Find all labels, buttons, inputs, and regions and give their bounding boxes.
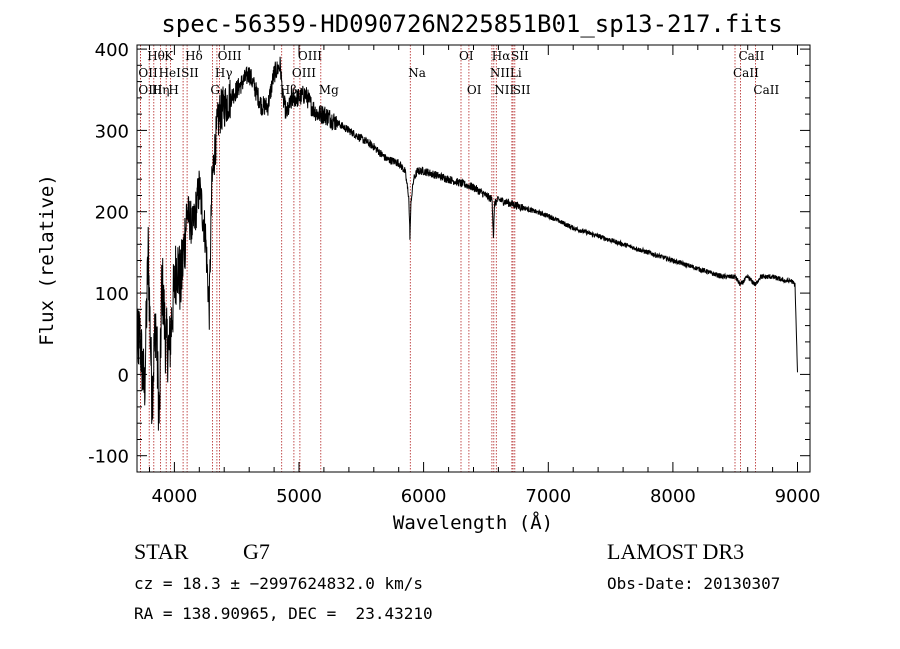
spectral-line-label: OIII <box>218 49 242 63</box>
x-axis-ticks: 4000 5000 6000 7000 8000 9000 <box>149 45 821 507</box>
spectral-line-label: K <box>164 49 174 63</box>
spectral-line-label: SII <box>181 66 199 80</box>
spectral-line-label: OIII <box>298 49 322 63</box>
spectral-line-label: CaII <box>739 49 765 63</box>
y-tick-label: 0 <box>118 365 129 386</box>
object-class: STAR <box>134 539 189 564</box>
x-tick-label: 7000 <box>525 486 571 507</box>
spectral-line-label: OI <box>467 83 482 97</box>
spectral-line-label: Na <box>408 66 426 80</box>
spectral-line-label: OII <box>138 66 158 80</box>
spectral-line-label: OIII <box>138 83 162 97</box>
spectral-line-label: G <box>210 83 220 97</box>
x-tick-label: 5000 <box>276 486 322 507</box>
y-axis-ticks: -100 0 100 200 300 400 <box>88 40 810 468</box>
y-tick-label: 400 <box>95 40 129 61</box>
spectral-line-label: CaII <box>733 66 759 80</box>
spectral-line-label: HeI <box>159 66 182 80</box>
plot-frame <box>136 44 811 473</box>
survey-name: LAMOST DR3 <box>607 539 745 564</box>
spectral-line-label: Hα <box>492 49 511 63</box>
spectral-line-label: H <box>168 83 178 97</box>
spectral-line-label: NII <box>490 66 510 80</box>
spectral-subclass: G7 <box>243 539 270 564</box>
spectral-line-label: OI <box>459 49 474 63</box>
spectral-line-label: OIII <box>292 66 316 80</box>
y-axis-label: Flux (relative) <box>36 174 58 346</box>
x-tick-label: 8000 <box>650 486 696 507</box>
y-tick-label: -100 <box>88 447 129 468</box>
x-tick-label: 6000 <box>401 486 447 507</box>
spectral-line-label: NII <box>494 83 514 97</box>
chart-title: spec-56359-HD090726N225851B01_sp13-217.f… <box>161 10 782 38</box>
spectral-line-label: Hη <box>152 83 170 97</box>
spectral-line-label: Mg <box>319 83 339 97</box>
y-tick-label: 100 <box>95 284 129 305</box>
spectral-line-label: SII <box>513 83 531 97</box>
x-tick-label: 9000 <box>775 486 821 507</box>
spectral-line-label: CaII <box>753 83 779 97</box>
spectral-line-label: Hθ <box>147 49 165 63</box>
coordinates-readout: RA = 138.90965, DEC = 23.43210 <box>134 604 433 623</box>
observation-date: Obs-Date: 20130307 <box>607 574 781 593</box>
x-axis-label: Wavelength (Å) <box>393 511 553 534</box>
x-tick-label: 4000 <box>151 486 197 507</box>
spectrum-line <box>136 56 798 431</box>
y-tick-label: 300 <box>95 121 129 142</box>
spectral-line-label: Li <box>510 66 522 80</box>
spectral-line-label: SII <box>511 49 529 63</box>
y-tick-label: 200 <box>95 203 129 224</box>
spectral-line-label: Hγ <box>215 66 233 80</box>
spectral-line-label: Hδ <box>185 49 203 63</box>
redshift-readout: cz = 18.3 ± −2997624832.0 km/s <box>134 574 423 593</box>
